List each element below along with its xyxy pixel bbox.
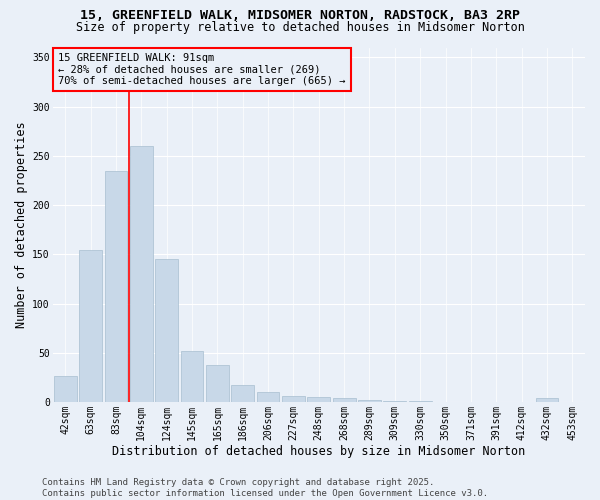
Bar	[79, 250, 102, 402]
Bar	[536, 398, 559, 402]
Bar	[232, 384, 254, 402]
Bar	[155, 260, 178, 402]
Bar	[54, 376, 77, 402]
Bar	[307, 398, 330, 402]
Bar	[206, 365, 229, 403]
Bar	[333, 398, 356, 402]
Text: 15, GREENFIELD WALK, MIDSOMER NORTON, RADSTOCK, BA3 2RP: 15, GREENFIELD WALK, MIDSOMER NORTON, RA…	[80, 9, 520, 22]
Bar	[130, 146, 153, 403]
Bar	[104, 170, 127, 402]
Bar	[181, 351, 203, 403]
Bar	[257, 392, 280, 402]
Bar	[282, 396, 305, 402]
X-axis label: Distribution of detached houses by size in Midsomer Norton: Distribution of detached houses by size …	[112, 444, 526, 458]
Text: Size of property relative to detached houses in Midsomer Norton: Size of property relative to detached ho…	[76, 22, 524, 35]
Text: Contains HM Land Registry data © Crown copyright and database right 2025.
Contai: Contains HM Land Registry data © Crown c…	[42, 478, 488, 498]
Text: 15 GREENFIELD WALK: 91sqm
← 28% of detached houses are smaller (269)
70% of semi: 15 GREENFIELD WALK: 91sqm ← 28% of detac…	[58, 53, 346, 86]
Bar	[358, 400, 381, 402]
Y-axis label: Number of detached properties: Number of detached properties	[15, 122, 28, 328]
